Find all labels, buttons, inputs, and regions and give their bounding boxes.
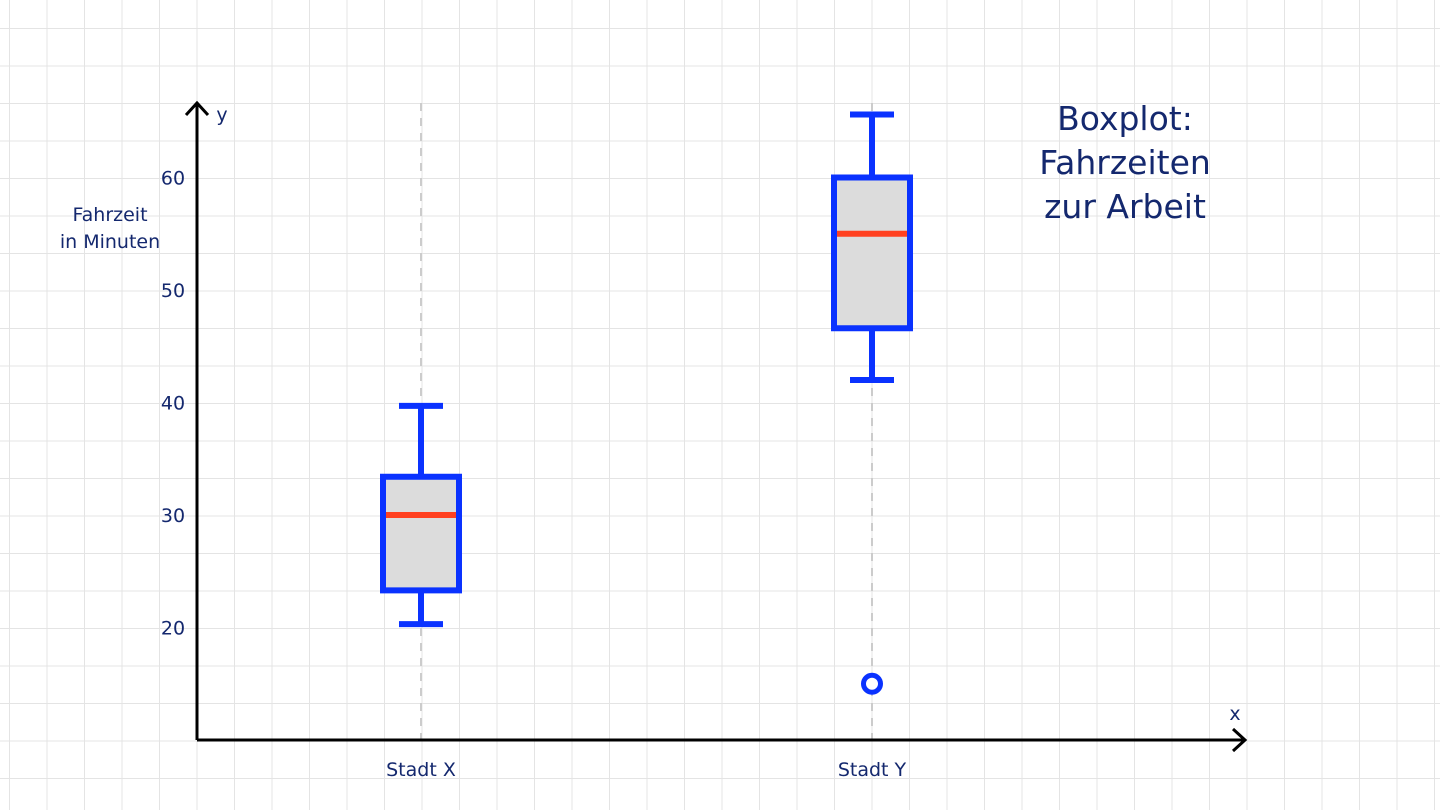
iqr-box-stadt-y <box>831 174 913 332</box>
y-axis-arrowhead <box>184 100 210 117</box>
x-axis-letter: x <box>1229 703 1240 725</box>
outlier-point-stadt-y <box>861 672 883 695</box>
x-tick-label: Stadt X <box>386 759 456 781</box>
x-axis-arrowhead <box>1231 727 1248 753</box>
y-axis-title: Fahrzeit in Minuten <box>40 202 180 256</box>
y-tick-label: 30 <box>161 505 185 527</box>
y-tick-label: 20 <box>161 618 185 640</box>
x-tick-label: Stadt Y <box>838 759 907 781</box>
chart-title-line-3: zur Arbeit <box>1044 187 1206 226</box>
chart-title: Boxplot: Fahrzeiten zur Arbeit <box>1010 97 1240 229</box>
y-tick-label: 60 <box>161 168 185 190</box>
y-axis-letter: y <box>216 104 227 126</box>
y-tick-label: 50 <box>161 280 185 302</box>
y-axis-title-line-1: Fahrzeit <box>72 204 148 226</box>
chart-title-line-1: Boxplot: <box>1057 99 1193 138</box>
iqr-box-stadt-x <box>380 473 462 594</box>
y-tick-label: 40 <box>161 393 185 415</box>
y-axis-title-line-2: in Minuten <box>59 231 161 253</box>
chart-title-line-2: Fahrzeiten <box>1039 143 1211 182</box>
